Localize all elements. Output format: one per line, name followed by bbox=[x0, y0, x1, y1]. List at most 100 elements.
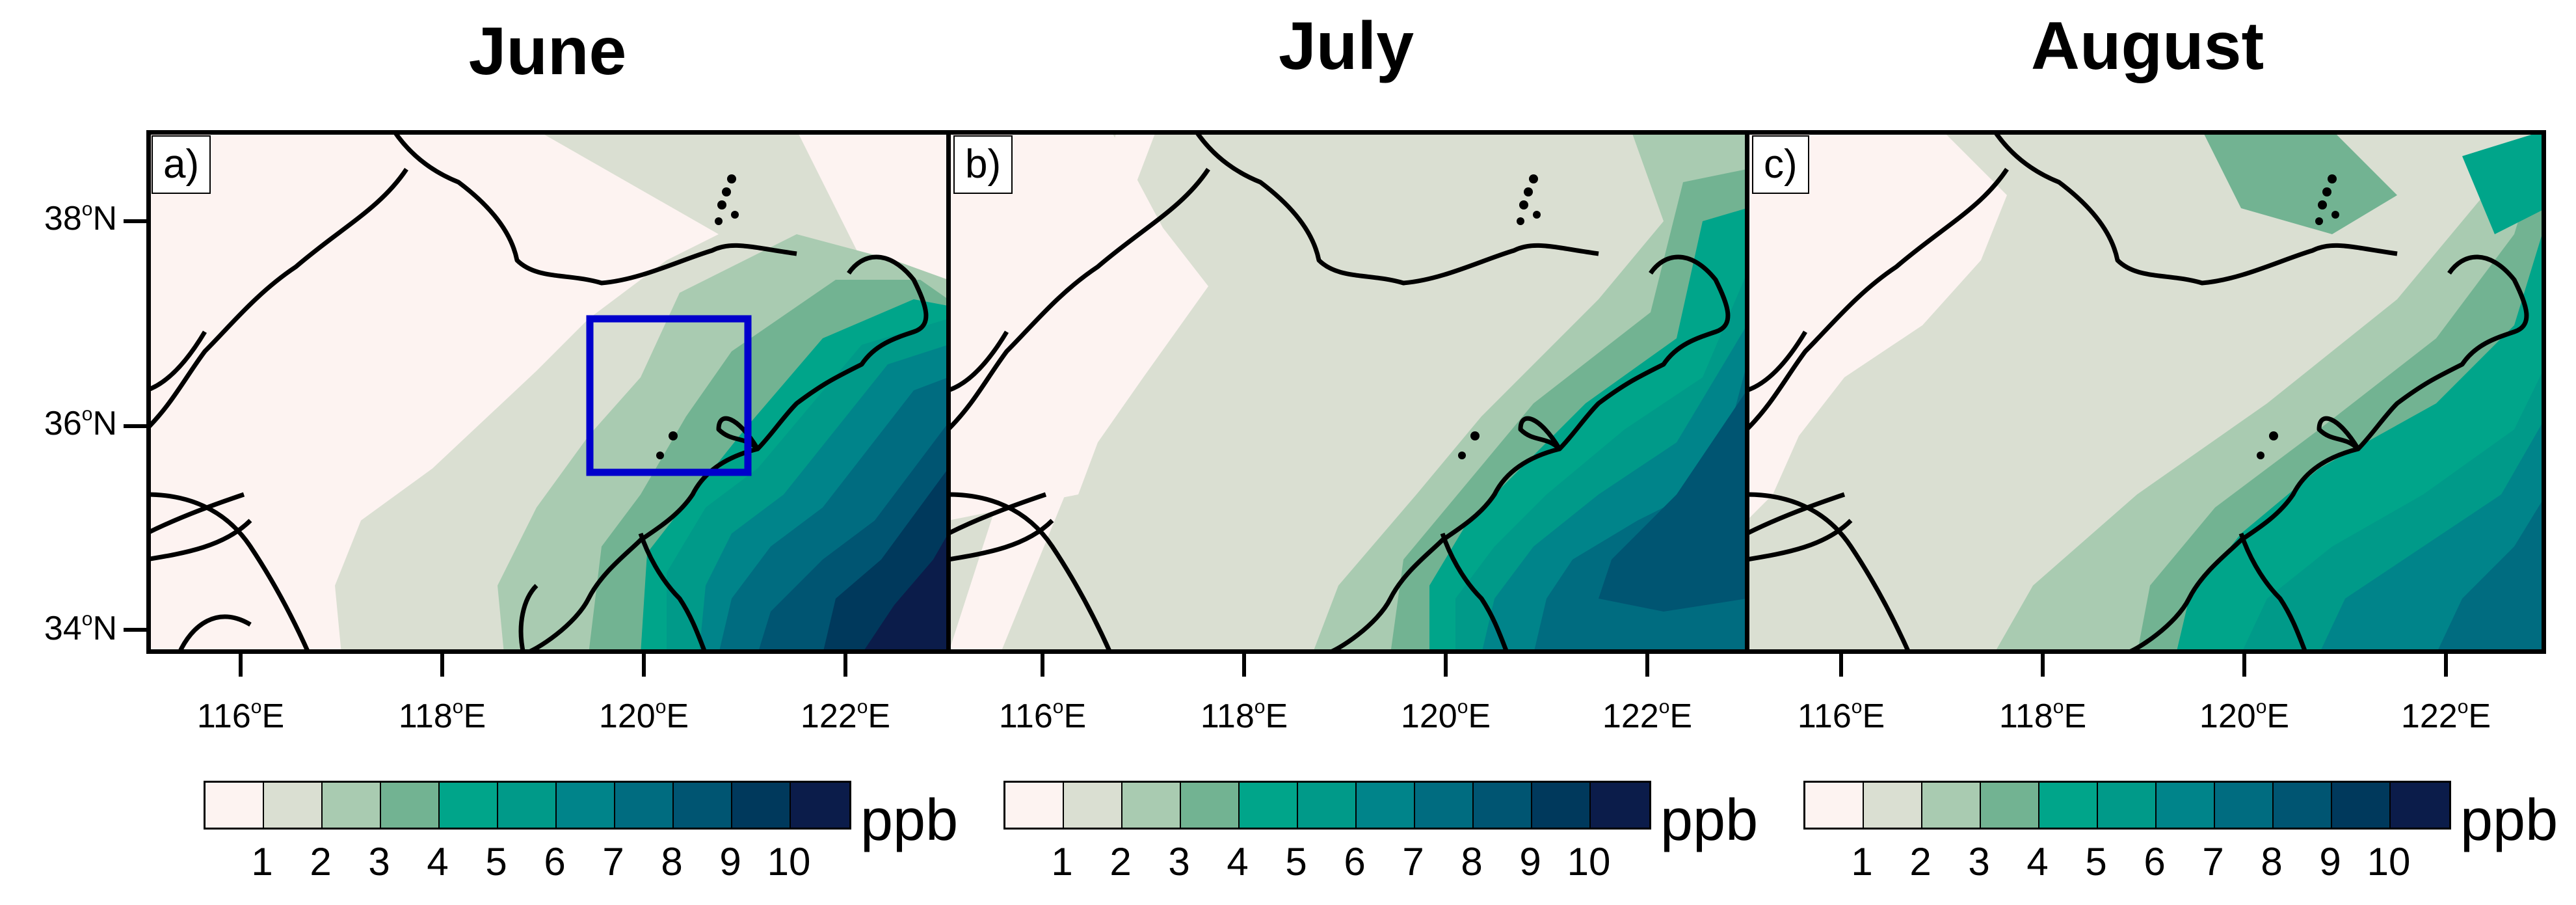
lon-tick bbox=[1041, 654, 1044, 677]
colorbar-tick-label: 9 bbox=[719, 840, 741, 884]
colorbar-swatch bbox=[2039, 783, 2098, 828]
colorbar-swatch bbox=[1591, 783, 1649, 828]
colorbar-tick-label: 5 bbox=[1285, 840, 1307, 884]
colorbar-tick-label: 8 bbox=[2261, 840, 2283, 884]
lon-label-118: 118oE bbox=[398, 696, 486, 735]
lon-tick bbox=[440, 654, 444, 677]
panel-label-a: a) bbox=[152, 135, 211, 194]
colorbar-swatch bbox=[440, 783, 498, 828]
panel-separator bbox=[946, 130, 951, 654]
colorbar bbox=[1803, 781, 2451, 830]
colorbar-tick-label: 7 bbox=[1402, 840, 1424, 884]
colorbar-tick-label: 6 bbox=[2144, 840, 2166, 884]
colorbar-tick-label: 6 bbox=[544, 840, 566, 884]
colorbar bbox=[1003, 781, 1651, 830]
colorbar-tick-label: 10 bbox=[767, 840, 811, 884]
panel-title-august: August bbox=[2030, 8, 2264, 84]
lon-tick bbox=[1444, 654, 1448, 677]
colorbar-tick-label: 6 bbox=[1344, 840, 1366, 884]
june-map bbox=[146, 130, 948, 654]
colorbar-swatch bbox=[1805, 783, 1864, 828]
colorbar-swatch bbox=[1298, 783, 1357, 828]
colorbar-tick-label: 3 bbox=[1168, 840, 1190, 884]
colorbar-swatch bbox=[1122, 783, 1181, 828]
colorbar-swatch bbox=[1181, 783, 1240, 828]
islands-june bbox=[656, 174, 739, 459]
colorbar-tick-label: 8 bbox=[1461, 840, 1483, 884]
colorbar-swatch bbox=[557, 783, 615, 828]
colorbar-swatch bbox=[1064, 783, 1122, 828]
lon-label-122: 122oE bbox=[1602, 696, 1693, 735]
colorbar-unit: ppb bbox=[860, 788, 959, 853]
lon-label-120: 120oE bbox=[1400, 696, 1491, 735]
map-panel-august: c) bbox=[1747, 130, 2546, 654]
lon-label-116: 116oE bbox=[998, 696, 1087, 735]
contour-level-0 bbox=[1747, 130, 2007, 520]
panel-label-c: c) bbox=[1752, 135, 1809, 194]
lon-tick bbox=[2444, 654, 2448, 677]
colorbar-tick-label: 5 bbox=[485, 840, 507, 884]
colorbar-swatch bbox=[615, 783, 674, 828]
lon-tick bbox=[843, 654, 847, 677]
study-region-box bbox=[586, 315, 752, 476]
islands-july bbox=[1458, 174, 1541, 459]
colorbar-tick-label: 4 bbox=[427, 840, 449, 884]
colorbar-swatch bbox=[1357, 783, 1415, 828]
colorbar-swatch bbox=[381, 783, 440, 828]
colorbar-swatch bbox=[264, 783, 323, 828]
colorbar-tick-label: 5 bbox=[2085, 840, 2107, 884]
lat-label-38: 38oN bbox=[44, 198, 117, 237]
coastline-august bbox=[1747, 130, 2529, 654]
colorbar-tick-label: 2 bbox=[1109, 840, 1132, 884]
lon-label-118: 118oE bbox=[1998, 696, 2087, 735]
panel-separator bbox=[1745, 130, 1749, 654]
lon-tick bbox=[642, 654, 646, 677]
lon-label-116: 116oE bbox=[1797, 696, 1885, 735]
lat-label-36: 36oN bbox=[44, 403, 117, 442]
colorbar-swatch bbox=[2215, 783, 2274, 828]
colorbar-tick-label: 1 bbox=[251, 840, 273, 884]
colorbar-swatch bbox=[323, 783, 381, 828]
colorbar-swatch bbox=[2098, 783, 2157, 828]
lon-label-116: 116oE bbox=[196, 696, 285, 735]
map-panel-june: a) bbox=[146, 130, 948, 654]
lon-tick bbox=[239, 654, 243, 677]
lon-label-122: 122oE bbox=[2400, 696, 2491, 735]
colorbar-swatch bbox=[1005, 783, 1064, 828]
colorbar-tick-label: 7 bbox=[2202, 840, 2224, 884]
colorbar-swatch bbox=[1532, 783, 1591, 828]
colorbar-swatch bbox=[1240, 783, 1298, 828]
colorbar-swatch bbox=[2157, 783, 2215, 828]
lon-tick bbox=[2242, 654, 2246, 677]
colorbar-tick-label: 1 bbox=[1051, 840, 1073, 884]
colorbar-swatch bbox=[1415, 783, 1474, 828]
islands-august bbox=[2257, 174, 2339, 459]
panel-title-july: July bbox=[1278, 8, 1414, 84]
lon-tick bbox=[1839, 654, 1843, 677]
lon-label-122: 122oE bbox=[800, 696, 891, 735]
lon-label-120: 120oE bbox=[598, 696, 689, 735]
lon-tick bbox=[1242, 654, 1246, 677]
lat-tick bbox=[124, 628, 146, 632]
colorbar-tick-label: 3 bbox=[1968, 840, 1990, 884]
colorbar-tick-label: 7 bbox=[602, 840, 624, 884]
contour-level-7 bbox=[2436, 494, 2546, 654]
panel-title-june: June bbox=[468, 14, 627, 89]
contour-level-0 bbox=[948, 130, 1208, 520]
coastline-june bbox=[146, 130, 929, 654]
colorbar-swatch bbox=[1474, 783, 1532, 828]
lon-tick bbox=[2041, 654, 2045, 677]
contour-level-10 bbox=[862, 534, 948, 654]
colorbar-tick-label: 9 bbox=[2319, 840, 2341, 884]
lat-tick bbox=[124, 424, 146, 428]
lon-label-120: 120oE bbox=[2199, 696, 2290, 735]
colorbar-swatch bbox=[1864, 783, 1922, 828]
colorbar-swatch bbox=[1981, 783, 2039, 828]
july-map bbox=[948, 130, 1747, 654]
colorbar-unit: ppb bbox=[2460, 788, 2558, 853]
lon-label-118: 118oE bbox=[1200, 696, 1288, 735]
colorbar-tick-label: 3 bbox=[368, 840, 390, 884]
colorbar-tick-label: 4 bbox=[2026, 840, 2049, 884]
colorbar-unit: ppb bbox=[1660, 788, 1759, 853]
colorbar-swatch bbox=[2274, 783, 2332, 828]
